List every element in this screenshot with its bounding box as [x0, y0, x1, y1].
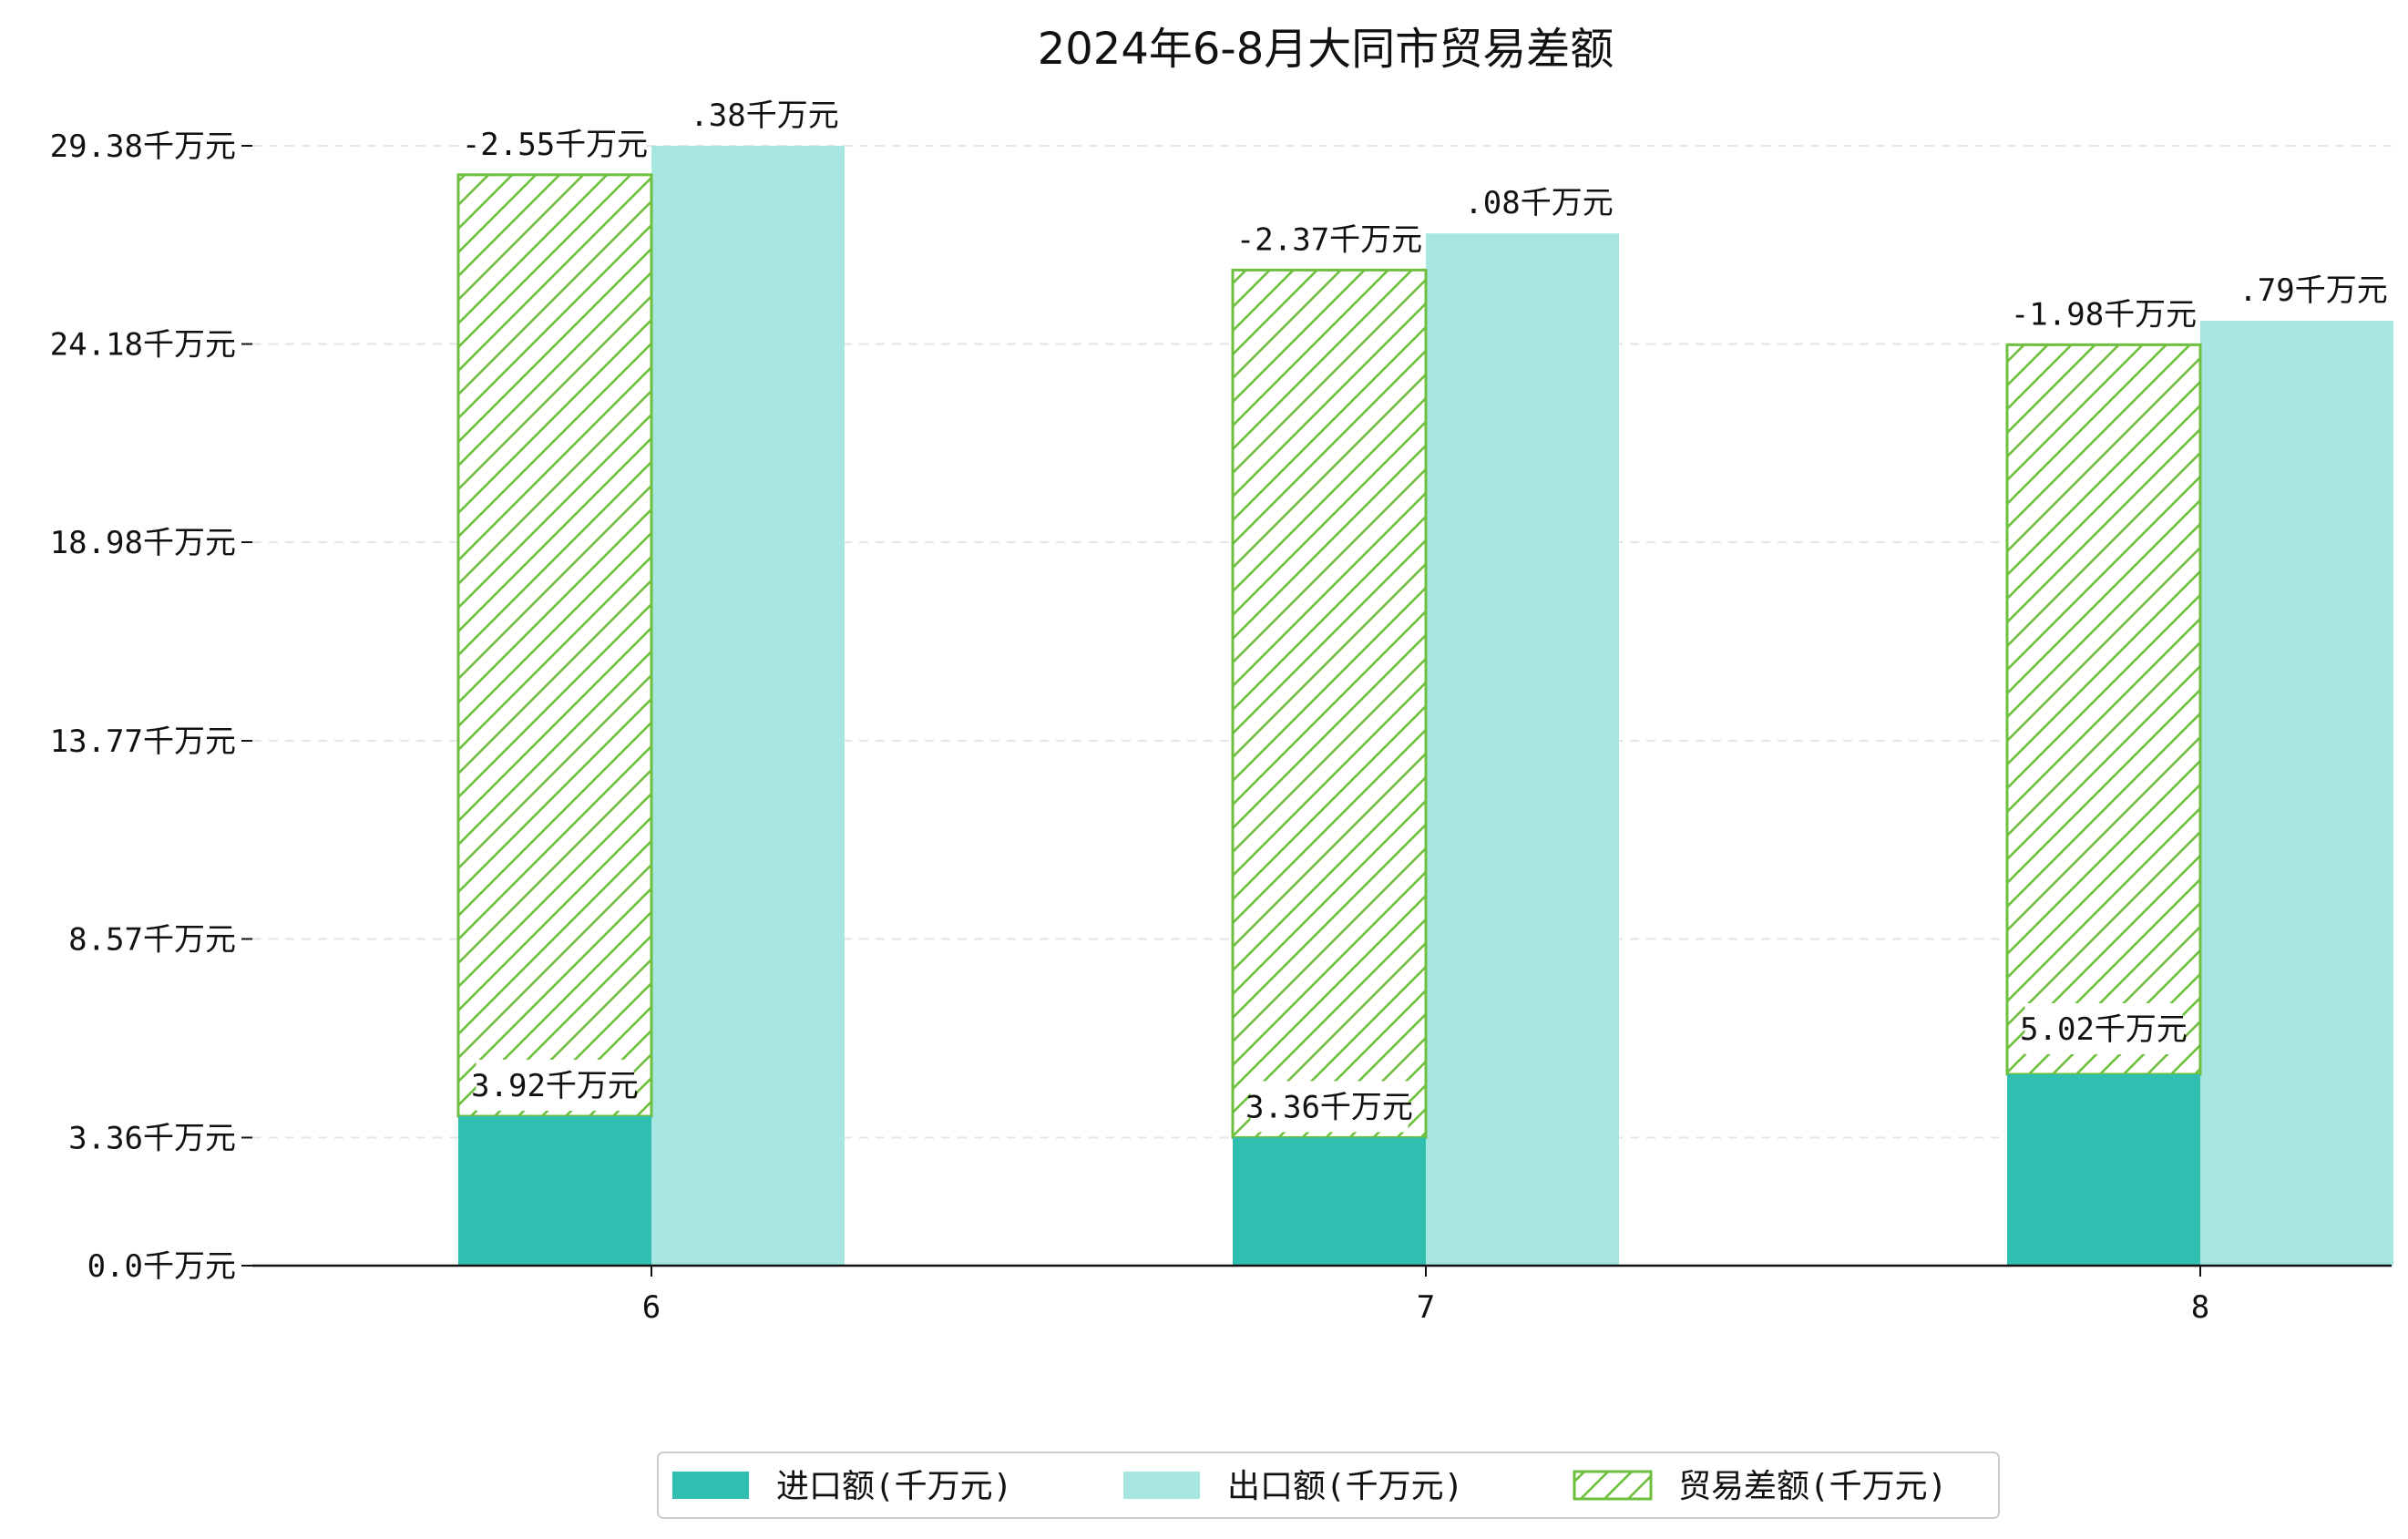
bar-export [2200, 321, 2393, 1266]
y-tick-label: 3.36千万元 [68, 1120, 236, 1156]
y-tick-label: 8.57千万元 [68, 922, 236, 959]
bar-import [1233, 1137, 1426, 1266]
x-tick-label: 7 [1417, 1289, 1435, 1326]
legend-frame [657, 1452, 2000, 1519]
bar-group [456, 146, 2393, 1267]
y-tick-label: 13.77千万元 [50, 723, 236, 760]
data-label-export: .08千万元 [1464, 185, 1613, 221]
axes: 0.0千万元 3.36千万元 8.57千万元 13.77千万元 18.98千万元 24.1… [50, 128, 2392, 1326]
data-label-balance-bg [2015, 288, 2192, 340]
y-tick-label: 18.98千万元 [50, 525, 236, 561]
data-labels: .38千万元 -2.55千万元 3.92千万元 .08千万元 -2.37千万元 3.36千… [462, 89, 2388, 1133]
data-label-import-bg [1250, 1081, 1409, 1133]
y-tick-label: 29.38千万元 [50, 128, 236, 165]
bar-export [1426, 233, 1619, 1267]
data-label-export-bg [695, 89, 834, 140]
legend-swatch-export [1123, 1472, 1200, 1499]
legend-label-import: 进口额(千万元) [776, 1468, 1012, 1505]
data-label-balance-bg [466, 118, 643, 169]
data-label-import: 5.02千万元 [2020, 1011, 2188, 1048]
legend-label-export: 出口额(千万元) [1227, 1468, 1463, 1505]
data-label-export: .38千万元 [690, 97, 838, 134]
data-label-export-bg [1470, 177, 1608, 229]
data-label-import: 3.92千万元 [471, 1068, 639, 1104]
x-tick-label: 8 [2191, 1289, 2209, 1326]
bar-import [458, 1116, 651, 1266]
data-label-import-bg [2024, 1003, 2183, 1055]
x-tick-label: 6 [642, 1289, 661, 1326]
legend-label-balance: 贸易差额(千万元) [1678, 1468, 1947, 1505]
data-label-balance: -2.37千万元 [1236, 221, 1422, 258]
bar-import [2007, 1074, 2200, 1266]
data-label-balance: -1.98千万元 [2011, 296, 2197, 333]
bar-trade-balance [456, 173, 653, 1118]
legend: 进口额(千万元) 出口额(千万元) 贸易差额(千万元) [657, 1452, 2000, 1519]
legend-swatch-balance [1573, 1470, 1653, 1501]
legend-swatch-import [672, 1472, 749, 1499]
bar-trade-balance [2005, 343, 2202, 1076]
data-label-export: .79千万元 [2239, 272, 2387, 309]
bar-trade-balance [1231, 268, 1428, 1139]
data-label-export-bg [2244, 264, 2382, 316]
data-label-import: 3.36千万元 [1245, 1089, 1413, 1125]
y-tick-label: 24.18千万元 [50, 327, 236, 364]
data-label-balance: -2.55千万元 [462, 127, 648, 163]
bar-export [651, 146, 845, 1266]
data-label-import-bg [476, 1060, 634, 1112]
data-label-balance-bg [1241, 213, 1418, 265]
chart-title: 2024年6-8月大同市贸易差额 [1038, 24, 1614, 75]
y-tick-label: 0.0千万元 [87, 1248, 236, 1285]
